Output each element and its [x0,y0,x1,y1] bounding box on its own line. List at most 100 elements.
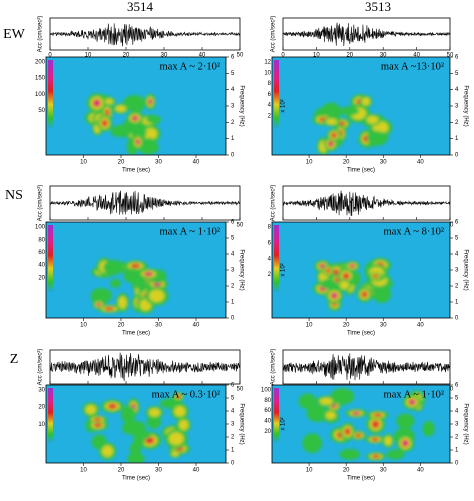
freq-tick-label: 6 [231,55,235,61]
wave-tick-label: 50 [447,53,454,59]
blob [403,441,408,446]
freq-tick-label: 3 [455,422,459,428]
colorbar-tick-label: 40 [38,263,45,269]
freq-axis-label: Frequency (Hz) [462,249,468,290]
freq-tick-label: 0 [455,153,459,159]
blob [320,278,337,290]
time-tick-label: 40 [417,323,424,329]
energy-blobs [298,388,435,461]
wave-tick-label: 30 [380,53,387,59]
spectrogram [271,56,451,156]
blob [115,105,127,113]
freq-tick-label: 1 [231,448,235,454]
time-tick-label: 40 [193,468,200,474]
colorbar-tick-label: 10 [38,422,45,428]
blob [85,404,97,415]
energy-blobs [312,94,393,155]
colorbar [48,60,53,129]
blob [174,406,186,417]
blob [171,451,179,457]
freq-tick-label: 5 [231,236,235,242]
row-label: EW [3,27,26,42]
freq-tick-label: 3 [455,268,459,274]
wave-axis-label: Acc (cm/sec²) [38,16,44,53]
colorbar [48,388,53,443]
blob [138,430,152,440]
freq-tick-label: 0 [231,316,235,322]
wave-axis-label: Acc (cm/sec²) [271,16,277,53]
wave-tick-label: 0 [48,53,52,59]
colorbar-tick-label: 8 [268,225,272,231]
blob [367,131,388,146]
blob [373,413,383,417]
blob [372,285,392,303]
freq-tick-label: 5 [455,396,459,402]
blob [101,119,108,127]
blob [101,445,114,457]
freq-tick-label: 1 [231,300,235,306]
colorbar-tick-label: 80 [264,398,271,404]
time-axis-label: Time (sec) [122,476,150,482]
freq-tick-label: 3 [231,268,235,274]
blob [168,432,184,446]
blob [130,263,141,268]
colorbar-tick-label: 150 [35,76,46,82]
blob [148,408,161,417]
blob [344,428,351,436]
column-title: 3513 [365,0,391,14]
blob [93,417,102,422]
freq-tick-label: 5 [231,396,235,402]
blob [319,397,333,405]
colorbar-unit: x 10² [281,99,287,112]
freq-tick-label: 5 [231,71,235,77]
max-annotation: max A ~ 1·10² [384,389,444,400]
freq-tick-label: 5 [455,236,459,242]
colorbar-tick-label: 30 [38,388,45,394]
blob [298,393,317,410]
wave-axis-label: Acc (cm/sec²) [38,185,44,222]
wave-tick-label: 40 [413,53,420,59]
colorbar-tick-label: 6 [268,92,272,98]
blob [422,420,435,437]
freq-tick-label: 4 [231,252,235,258]
freq-tick-label: 2 [231,435,235,441]
freq-tick-label: 0 [231,461,235,467]
freq-tick-label: 6 [231,220,235,226]
colorbar-tick-label: 4 [268,103,272,109]
blob [146,272,151,276]
colorbar-tick-label: 200 [35,60,46,66]
time-tick-label: 30 [155,160,162,166]
blob [338,106,360,116]
blob [350,264,354,268]
freq-tick-label: 2 [455,435,459,441]
waveform [282,190,451,217]
time-tick-label: 20 [343,468,350,474]
wave-tick-label: 40 [199,53,206,59]
wave-axis-label: Acc (cm/sec²) [38,349,44,386]
row-label: Z [10,352,19,367]
colorbar-unit: x 10² [281,417,287,430]
freq-tick-label: 1 [455,136,459,142]
blob [136,140,140,144]
time-tick-label: 20 [343,323,350,329]
colorbar-tick-label: 2 [268,272,272,278]
blob [176,394,181,399]
energy-blobs [82,392,191,463]
time-tick-label: 20 [118,468,125,474]
colorbar [274,60,279,129]
time-tick-label: 10 [306,468,313,474]
blob [149,289,165,303]
freq-axis-label: Frequency (Hz) [462,85,468,126]
blob [329,142,333,146]
colorbar-tick-label: 6 [268,240,272,246]
freq-tick-label: 6 [231,383,235,389]
blob [361,291,368,298]
time-tick-label: 10 [306,323,313,329]
column-title: 3514 [127,0,154,14]
freq-tick-label: 4 [231,409,235,415]
blob [342,272,350,280]
blob [372,274,379,278]
blob [97,303,101,306]
freq-tick-label: 0 [455,461,459,467]
colorbar [274,388,279,443]
